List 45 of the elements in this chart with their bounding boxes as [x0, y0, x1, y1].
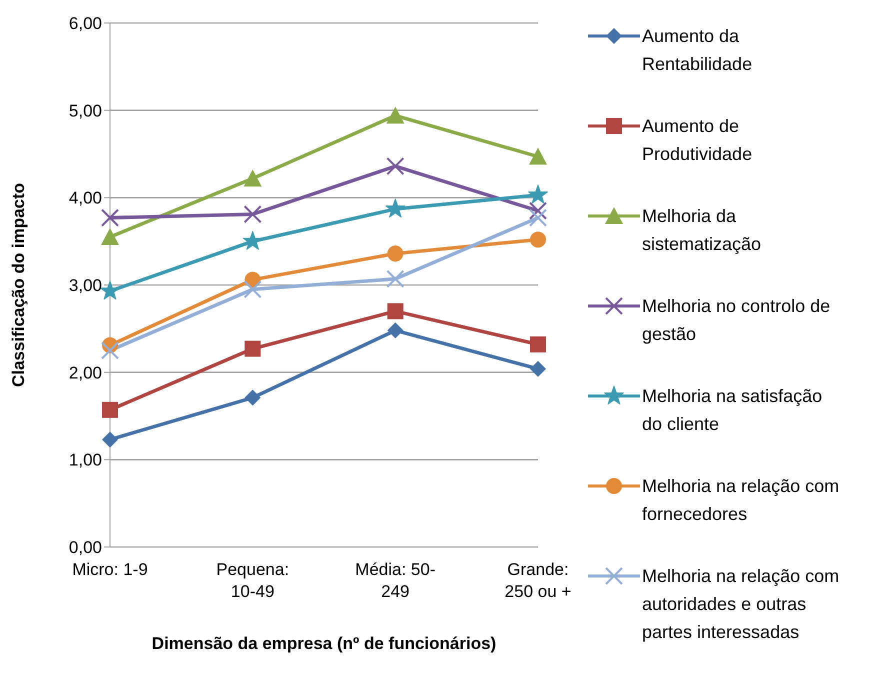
x-axis-title: Dimensão da empresa (nº de funcionários)	[152, 634, 496, 653]
point	[244, 205, 262, 224]
legend-label: Melhoria na relação com fornecedores	[642, 475, 840, 526]
point	[385, 198, 406, 218]
legend-label: Melhoria na relação com autoridades e outras partes interessadas	[642, 565, 840, 644]
point	[529, 208, 547, 227]
legend-label: Aumento de Produtividade	[642, 115, 754, 166]
point	[244, 169, 262, 186]
point	[386, 157, 404, 176]
point	[101, 208, 119, 227]
legend-label: Aumento da Rentabilidade	[642, 25, 754, 76]
x-tick-label: Média: 50-249	[355, 560, 436, 601]
y-tick-label: 2,00	[68, 363, 102, 382]
point	[101, 342, 119, 360]
legend-label: Melhoria na satisfação do cliente	[642, 385, 824, 436]
point	[244, 340, 261, 357]
x-tick-label: Pequena: 10-49	[216, 560, 290, 601]
y-tick-label: 0,00	[68, 538, 102, 558]
legend-label: Melhoria da sistematização	[642, 205, 762, 256]
point	[386, 106, 404, 124]
point	[102, 432, 118, 448]
point	[528, 184, 548, 204]
point	[530, 336, 546, 352]
point	[101, 228, 119, 245]
y-tick-label: 6,00	[68, 14, 102, 34]
point	[387, 246, 404, 262]
point	[529, 202, 547, 220]
point	[242, 230, 263, 250]
legend-label: Melhoria no controlo de gestão	[642, 295, 832, 346]
x-tick-label: Grande: 250 ou +	[504, 560, 572, 601]
point	[387, 303, 404, 320]
y-tick-label: 4,00	[68, 188, 102, 208]
y-axis-title: Classificação do impacto	[9, 182, 28, 388]
point	[386, 270, 404, 288]
point	[244, 280, 262, 298]
point	[102, 402, 118, 418]
point	[530, 232, 546, 248]
x-tick-label: Micro: 1-9	[72, 560, 148, 579]
point	[530, 360, 546, 377]
point	[529, 148, 547, 165]
y-tick-label: 1,00	[68, 450, 102, 470]
point	[387, 322, 404, 338]
point	[244, 390, 261, 406]
y-tick-label: 3,00	[68, 276, 102, 296]
y-tick-label: 5,00	[68, 101, 102, 120]
